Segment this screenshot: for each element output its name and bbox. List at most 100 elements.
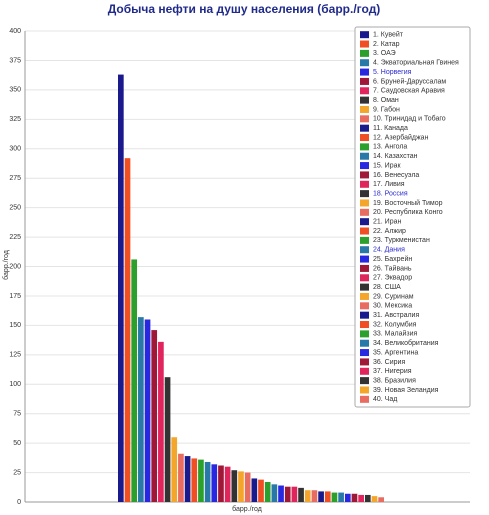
bar: [224, 466, 231, 502]
legend-label: 12. Азербайджан: [373, 133, 429, 141]
legend-swatch: [360, 199, 369, 207]
bar: [118, 74, 124, 502]
legend-swatch: [360, 227, 369, 235]
legend-label: 9. Габон: [373, 105, 400, 113]
legend-swatch: [360, 274, 369, 282]
legend-label: 27. Эквадор: [373, 275, 412, 282]
bar: [278, 485, 284, 502]
legend-swatch: [360, 40, 369, 48]
bar: [251, 478, 258, 502]
legend-swatch: [360, 87, 369, 95]
y-tick-label: 325: [9, 116, 21, 123]
legend-swatch: [360, 321, 369, 329]
bar: [244, 472, 251, 502]
bar: [378, 497, 384, 502]
legend-label: 31. Австралия: [373, 312, 419, 319]
legend-label: 34. Великобритания: [373, 339, 439, 347]
y-tick-label: 175: [9, 293, 21, 300]
bar: [271, 484, 278, 502]
legend-label: 19. Восточный Тимор: [373, 199, 443, 207]
legend-label: 13. Ангола: [373, 144, 407, 151]
bar: [184, 456, 191, 502]
legend-swatch: [360, 246, 369, 254]
legend-label: 18. Россия: [373, 190, 408, 197]
y-tick-label: 350: [9, 87, 21, 94]
bar: [124, 158, 131, 503]
legend-label: 21. Иран: [373, 219, 401, 226]
legend-label: 15. Ирак: [373, 162, 401, 169]
legend-swatch: [360, 105, 369, 113]
y-tick-label: 225: [9, 234, 21, 241]
legend-swatch: [360, 134, 369, 142]
y-tick-label: 100: [9, 381, 21, 388]
y-tick-label: 125: [9, 352, 21, 359]
legend-swatch: [360, 152, 369, 160]
y-tick-label: 250: [9, 204, 21, 211]
legend-label: 1. Кувейт: [373, 31, 404, 39]
legend-label: 6. Бруней-Даруссалам: [373, 77, 446, 85]
legend-label: 23. Туркменистан: [373, 237, 430, 244]
legend-box: [354, 26, 471, 408]
bar: [138, 317, 144, 502]
legend-label: 37. Нигерия: [373, 368, 412, 375]
legend-swatch: [360, 264, 369, 272]
legend-swatch: [360, 49, 369, 57]
bar: [324, 491, 331, 502]
legend-swatch: [360, 311, 369, 319]
y-tick-label: 50: [13, 440, 21, 447]
y-tick-label: 400: [9, 28, 21, 35]
y-axis-label: барр./год: [2, 250, 10, 280]
legend-swatch: [360, 77, 369, 85]
bar: [144, 319, 151, 502]
legend-label: 40. Чад: [373, 396, 397, 403]
bar: [238, 471, 244, 502]
legend-swatch: [360, 367, 369, 375]
legend-swatch: [360, 255, 369, 263]
legend-label: 10. Тринидад и Тобаго: [373, 115, 446, 123]
bar: [171, 437, 178, 502]
legend-swatch: [360, 208, 369, 216]
legend-label: 33. Малайзия: [373, 330, 417, 338]
bar: [318, 491, 324, 502]
bar: [218, 465, 224, 502]
legend-swatch: [360, 68, 369, 76]
y-tick-label: 300: [9, 146, 21, 153]
legend-swatch: [360, 190, 369, 198]
legend-label: 8. Оман: [373, 97, 399, 104]
y-tick-label: 275: [9, 175, 21, 182]
bar: [231, 470, 238, 502]
legend-swatch: [360, 339, 369, 347]
legend-label: 24. Дания: [373, 247, 405, 254]
legend-label: 32. Колумбия: [373, 320, 417, 328]
y-tick-label: 150: [9, 322, 21, 329]
bar: [258, 479, 264, 502]
bar: [151, 330, 158, 502]
legend-label: 36. Сирия: [373, 359, 405, 366]
legend-swatch: [360, 395, 369, 403]
legend-swatch: [360, 59, 369, 67]
bar: [198, 459, 204, 502]
legend-label: 29. Суринам: [373, 293, 414, 300]
legend-label: 14. Казахстан: [373, 153, 418, 160]
bar: [164, 377, 171, 502]
legend-swatch: [360, 377, 369, 385]
legend-label: 11. Канада: [373, 125, 408, 132]
legend-label: 17. Ливия: [373, 181, 405, 188]
legend-swatch: [360, 236, 369, 244]
bar: [298, 487, 304, 502]
legend-label: 39. Новая Зеландия: [373, 387, 439, 394]
legend-swatch: [360, 349, 369, 357]
legend-label: 22. Алжир: [373, 228, 406, 235]
bar: [371, 496, 378, 502]
bar: [284, 486, 291, 502]
legend-label: 28. США: [373, 284, 401, 291]
legend-swatch: [360, 302, 369, 310]
bar: [158, 341, 164, 502]
legend-label: 3. ОАЭ: [373, 50, 396, 57]
legend-swatch: [360, 162, 369, 170]
legend-swatch: [360, 171, 369, 179]
y-tick-label: 375: [9, 57, 21, 64]
legend-swatch: [360, 31, 369, 39]
y-tick-label: 75: [13, 411, 21, 418]
